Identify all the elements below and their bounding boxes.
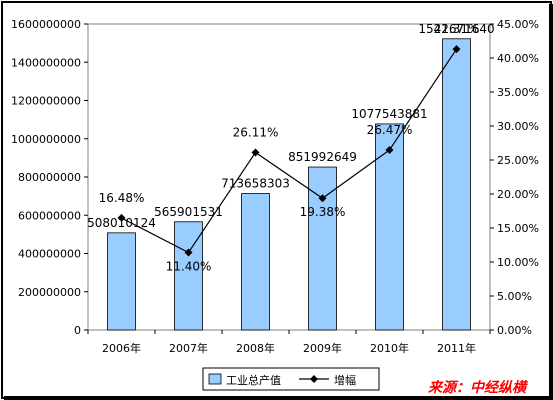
left-tick-label: 1200000000	[11, 95, 81, 108]
bar-value-label: 851992649	[288, 150, 357, 164]
left-tick-label: 400000000	[18, 248, 81, 261]
legend-box	[202, 367, 380, 391]
bar-value-label: 508010124	[87, 216, 156, 230]
right-tick-label: 15.00%	[497, 222, 539, 235]
bar	[308, 166, 337, 331]
right-axis: 0.00% 5.00% 10.00% 15.00% 20.00% 25.00% 30.00%…	[490, 18, 539, 337]
line-point	[452, 45, 461, 54]
left-tick-label: 0	[74, 324, 81, 337]
line-point	[385, 146, 394, 155]
growth-line	[121, 48, 457, 254]
line-point	[117, 213, 126, 222]
line-data-labels: 16.48% 11.40% 26.11% 19.38% 26.47% 41.31%	[99, 22, 480, 273]
line-point	[251, 148, 260, 157]
bar	[241, 193, 270, 331]
right-tick-label: 0.00%	[497, 324, 532, 337]
left-tick-label: 600000000	[18, 209, 81, 222]
right-tick-label: 45.00%	[497, 18, 539, 31]
bar-value-label: 565901531	[154, 205, 223, 219]
right-tick-label: 40.00%	[497, 52, 539, 65]
x-tick-label: 2011年	[437, 341, 476, 355]
bar	[442, 38, 471, 331]
x-tick-label: 2007年	[169, 341, 208, 355]
bar-series	[107, 38, 471, 331]
left-tick-label: 1600000000	[11, 18, 81, 31]
x-axis: 2006年 2007年 2008年 2009年 2010年 2011年	[87, 330, 491, 355]
legend-bar-swatch	[208, 373, 222, 385]
growth-value-label: 19.38%	[300, 205, 346, 219]
bar-value-label: 1522671640	[418, 22, 494, 36]
line-series	[117, 45, 461, 257]
right-tick-label: 25.00%	[497, 154, 539, 167]
right-tick-label: 20.00%	[497, 188, 539, 201]
left-tick-label: 1400000000	[11, 56, 81, 69]
left-tick-label: 200000000	[18, 286, 81, 299]
growth-value-label: 26.11%	[233, 125, 279, 139]
growth-value-label: 26.47%	[367, 123, 413, 137]
bar	[107, 232, 136, 331]
x-tick-label: 2009年	[303, 341, 342, 355]
right-tick-label: 35.00%	[497, 86, 539, 99]
bar-value-label: 1077543881	[351, 107, 427, 121]
legend: 工业总产值 增幅	[202, 367, 380, 391]
right-tick-label: 10.00%	[497, 256, 539, 269]
right-tick-label: 30.00%	[497, 120, 539, 133]
x-tick-label: 2008年	[236, 341, 275, 355]
outer-shadow-right	[549, 4, 553, 400]
growth-value-label: 16.48%	[99, 191, 145, 205]
growth-value-label: 41.31%	[434, 22, 480, 36]
legend-line-marker	[310, 375, 318, 383]
line-point	[318, 194, 327, 203]
bar	[375, 123, 404, 331]
x-tick-label: 2006年	[102, 341, 141, 355]
left-tick-label: 1000000000	[11, 133, 81, 146]
left-tick-label: 800000000	[18, 171, 81, 184]
bar	[174, 221, 203, 331]
left-axis: 0 200000000 400000000 600000000 800000000 100…	[11, 18, 88, 337]
source-note: 来源：中经纵横	[428, 379, 529, 396]
line-point	[184, 248, 193, 257]
outer-shadow-bottom	[4, 396, 553, 400]
legend-bar-label: 工业总产值	[226, 373, 281, 387]
bar-value-label: 713658303	[221, 177, 290, 191]
x-tick-label: 2010年	[370, 341, 409, 355]
legend-line-label: 增幅	[334, 373, 356, 387]
growth-value-label: 11.40%	[166, 259, 212, 273]
right-tick-label: 5.00%	[497, 290, 532, 303]
